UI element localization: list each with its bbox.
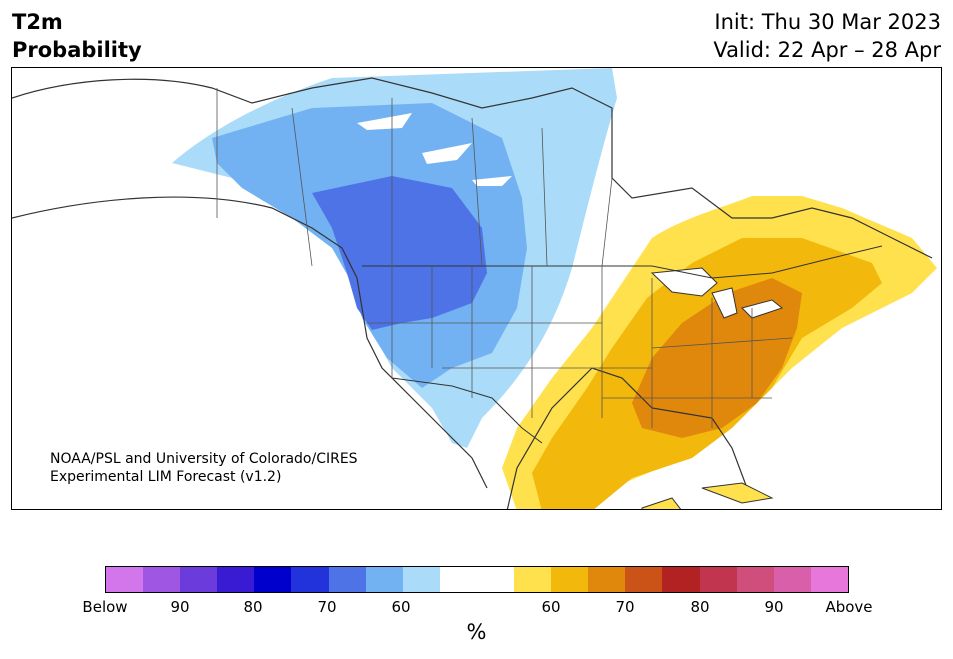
colorbar-segment [180,567,218,592]
colorbar-segment [551,567,589,592]
colorbar-segment [476,567,515,592]
colorbar-tick-label: 60 [391,598,411,616]
valid-date: Valid: 22 Apr – 28 Apr [713,38,941,62]
probability-map: NOAA/PSL and University of Colorado/CIRE… [11,67,942,510]
colorbar-unit: % [466,620,487,644]
map-canvas [12,68,937,509]
colorbar-segment [625,567,663,592]
coastline [12,77,933,509]
init-date: Init: Thu 30 Mar 2023 [714,10,941,34]
colorbar-tick-label: 80 [243,598,263,616]
colorbar-segment [365,567,403,592]
national-border [362,245,883,279]
state-lines [367,266,793,428]
province-lines [216,88,613,267]
colorbar-tick-label: 70 [615,598,635,616]
mexico-border [391,377,543,444]
colorbar-tick-label: 90 [764,598,784,616]
colorbar-tick-label: 70 [317,598,337,616]
colorbar-segment [699,567,737,592]
colorbar-tick-label: 90 [170,598,190,616]
colorbar-segment [662,567,700,592]
colorbar-tick-label: Below [82,598,128,616]
date-info: Init: Thu 30 Mar 2023 Valid: 22 Apr – 28… [713,8,941,64]
credit-line-1: NOAA/PSL and University of Colorado/CIRE… [50,451,358,467]
colorbar-tick-label: 60 [541,598,561,616]
colorbar-segment [143,567,181,592]
map-credit: NOAA/PSL and University of Colorado/CIRE… [50,450,358,486]
colorbar-segment [810,567,848,592]
credit-line-2: Experimental LIM Forecast (v1.2) [50,469,282,485]
colorbar-segment [736,567,774,592]
title-line-1: T2m [12,10,63,34]
colorbar-ticks: Below 90 80 70 60 60 70 80 90 Above [0,598,953,618]
colorbar-segment [217,567,255,592]
below-80-region [312,176,487,330]
title-line-2: Probability [12,38,142,62]
colorbar-segment [328,567,366,592]
canadian-lakes [357,113,512,186]
colorbar-segment [439,567,477,592]
colorbar-segment [402,567,440,592]
colorbar-segment [514,567,552,592]
colorbar-segment [773,567,811,592]
colorbar [105,566,849,593]
great-lakes [650,267,784,319]
colorbar-tick-label: Above [825,598,873,616]
colorbar-segment [291,567,329,592]
colorbar-segment [254,567,292,592]
colorbar-segment [588,567,626,592]
colorbar-segment [106,567,144,592]
caribbean-islands [641,482,774,509]
map-title: T2m Probability [12,8,142,64]
colorbar-tick-label: 80 [690,598,710,616]
